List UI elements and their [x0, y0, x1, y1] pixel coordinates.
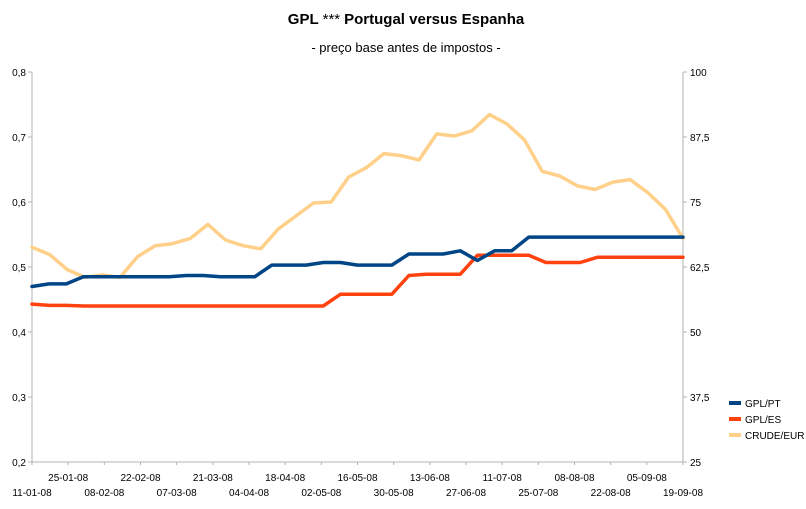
chart-subtitle: - preço base antes de impostos -: [311, 40, 500, 55]
x-tick-label: 30-05-08: [374, 488, 414, 499]
series-line-crude-eur: [30, 112, 685, 280]
chart-title: GPL *** Portugal versus Espanha: [288, 11, 525, 28]
right-tick-label: 87,5: [690, 133, 710, 144]
right-y-axis: 25 37,5 50 62,5 75 87,5 100: [682, 68, 710, 469]
series-line-gpl-es: [30, 253, 685, 308]
right-tick-label: 100: [690, 68, 707, 79]
series-lines: [30, 112, 685, 308]
left-tick-label: 0,2: [12, 458, 26, 469]
left-tick-label: 0,5: [12, 263, 26, 274]
x-tick-label: 08-08-08: [554, 473, 594, 484]
series-line-gpl-pt: [30, 235, 685, 289]
right-tick-label: 25: [690, 458, 702, 469]
right-tick-label: 62,5: [690, 263, 710, 274]
x-axis: 11-01-08 08-02-08 07-03-08 04-04-08 02-05-08…: [12, 461, 703, 499]
right-tick-label: 75: [690, 198, 702, 209]
left-tick-label: 0,4: [12, 328, 26, 339]
legend-label-crude-eur: CRUDE/EUR: [745, 431, 804, 442]
x-tick-label: 02-05-08: [301, 488, 341, 499]
x-tick-label: 25-07-08: [518, 488, 558, 499]
x-tick-label: 22-02-08: [120, 473, 160, 484]
x-tick-label: 07-03-08: [157, 488, 197, 499]
x-tick-label: 21-03-08: [193, 473, 233, 484]
legend: GPL/PT GPL/ES CRUDE/EUR: [729, 399, 804, 442]
legend-label-gpl-pt: GPL/PT: [745, 399, 781, 410]
x-tick-label: 25-01-08: [48, 473, 88, 484]
left-tick-label: 0,7: [12, 133, 26, 144]
x-tick-label: 08-02-08: [84, 488, 124, 499]
right-tick-label: 37,5: [690, 393, 710, 404]
left-tick-label: 0,3: [12, 393, 26, 404]
x-tick-label: 11-07-08: [483, 473, 523, 484]
legend-label-gpl-es: GPL/ES: [745, 415, 781, 426]
x-tick-label: 19-09-08: [663, 488, 703, 499]
x-tick-label: 22-08-08: [591, 488, 631, 499]
left-tick-label: 0,6: [12, 198, 26, 209]
left-y-axis: 0,2 0,3 0,4 0,5 0,6 0,7 0,8: [12, 68, 33, 469]
x-tick-label: 27-06-08: [446, 488, 486, 499]
x-tick-label: 05-09-08: [627, 473, 667, 484]
x-tick-label: 13-06-08: [410, 473, 450, 484]
left-tick-label: 0,8: [12, 68, 26, 79]
right-tick-label: 50: [690, 328, 702, 339]
x-tick-label: 04-04-08: [229, 488, 269, 499]
x-tick-label: 16-05-08: [337, 473, 377, 484]
x-tick-label: 18-04-08: [265, 473, 305, 484]
x-tick-label: 11-01-08: [12, 488, 52, 499]
